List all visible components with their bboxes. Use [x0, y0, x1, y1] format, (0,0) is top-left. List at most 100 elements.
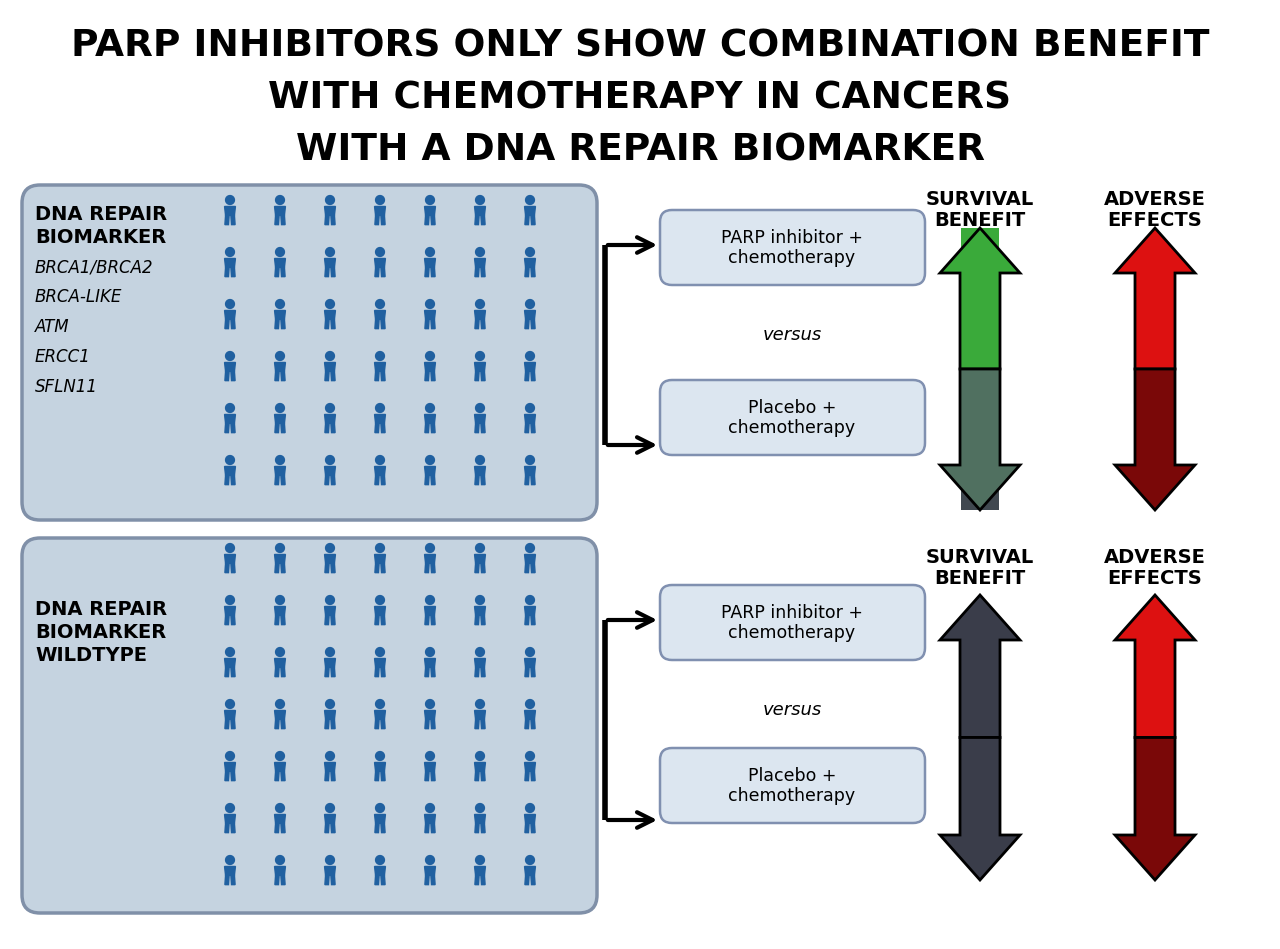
Circle shape [476, 752, 484, 760]
Circle shape [375, 248, 384, 256]
Polygon shape [481, 875, 485, 884]
Polygon shape [375, 371, 379, 381]
Polygon shape [381, 215, 385, 225]
Polygon shape [475, 467, 485, 475]
Polygon shape [375, 824, 379, 832]
Circle shape [275, 856, 284, 865]
Polygon shape [481, 824, 485, 832]
Polygon shape [225, 719, 229, 729]
Polygon shape [425, 659, 435, 667]
Polygon shape [425, 814, 435, 824]
Polygon shape [525, 319, 529, 328]
Circle shape [275, 699, 284, 708]
Polygon shape [475, 215, 479, 225]
Circle shape [526, 647, 535, 657]
Circle shape [425, 456, 434, 464]
Polygon shape [475, 207, 485, 215]
Polygon shape [280, 423, 285, 433]
Polygon shape [525, 814, 535, 824]
Polygon shape [475, 762, 485, 772]
Circle shape [526, 195, 535, 204]
Polygon shape [475, 564, 479, 572]
Polygon shape [330, 824, 335, 832]
Polygon shape [275, 310, 285, 319]
Polygon shape [525, 415, 535, 423]
Circle shape [476, 300, 484, 308]
Polygon shape [525, 371, 529, 381]
Polygon shape [531, 215, 535, 225]
Circle shape [225, 300, 234, 308]
Circle shape [476, 804, 484, 812]
Polygon shape [230, 423, 236, 433]
Polygon shape [475, 875, 479, 884]
Polygon shape [525, 824, 529, 832]
Polygon shape [280, 564, 285, 572]
Polygon shape [531, 268, 535, 277]
Polygon shape [280, 824, 285, 832]
Polygon shape [481, 615, 485, 624]
Polygon shape [425, 319, 429, 328]
Polygon shape [475, 719, 479, 729]
Polygon shape [224, 310, 236, 319]
Polygon shape [381, 824, 385, 832]
Polygon shape [961, 369, 998, 510]
Polygon shape [325, 659, 335, 667]
Circle shape [476, 647, 484, 657]
Polygon shape [475, 606, 485, 615]
Circle shape [325, 596, 334, 605]
Polygon shape [275, 606, 285, 615]
Polygon shape [280, 319, 285, 328]
Polygon shape [940, 369, 1020, 510]
Polygon shape [275, 659, 285, 667]
Circle shape [425, 248, 434, 256]
Polygon shape [940, 737, 1020, 880]
Circle shape [526, 403, 535, 413]
Polygon shape [225, 475, 229, 485]
Polygon shape [431, 423, 435, 433]
Circle shape [275, 195, 284, 204]
Polygon shape [225, 319, 229, 328]
Polygon shape [431, 772, 435, 781]
Polygon shape [325, 554, 335, 564]
Polygon shape [225, 667, 229, 677]
Polygon shape [230, 615, 236, 624]
Polygon shape [525, 772, 529, 781]
Polygon shape [525, 564, 529, 572]
Polygon shape [325, 215, 329, 225]
Polygon shape [961, 228, 998, 369]
Circle shape [476, 544, 484, 552]
Circle shape [526, 544, 535, 552]
Polygon shape [481, 215, 485, 225]
Text: versus: versus [763, 326, 822, 344]
Polygon shape [275, 371, 279, 381]
Polygon shape [330, 423, 335, 433]
Text: PARP INHIBITORS ONLY SHOW COMBINATION BENEFIT: PARP INHIBITORS ONLY SHOW COMBINATION BE… [70, 28, 1210, 64]
Polygon shape [330, 615, 335, 624]
Text: SFLN11: SFLN11 [35, 378, 99, 396]
Polygon shape [225, 215, 229, 225]
Polygon shape [224, 363, 236, 371]
Polygon shape [275, 423, 279, 433]
Polygon shape [475, 772, 479, 781]
Polygon shape [525, 659, 535, 667]
Polygon shape [280, 268, 285, 277]
Circle shape [275, 300, 284, 308]
Polygon shape [425, 258, 435, 268]
Polygon shape [275, 875, 279, 884]
Polygon shape [475, 319, 479, 328]
Polygon shape [230, 319, 236, 328]
Text: SURVIVAL
BENEFIT: SURVIVAL BENEFIT [925, 190, 1034, 231]
Polygon shape [475, 711, 485, 719]
Text: PARP inhibitor +
chemotherapy: PARP inhibitor + chemotherapy [721, 604, 863, 642]
Circle shape [375, 699, 384, 708]
Circle shape [526, 856, 535, 865]
Circle shape [325, 300, 334, 308]
Polygon shape [275, 467, 285, 475]
Polygon shape [275, 207, 285, 215]
Polygon shape [531, 319, 535, 328]
Polygon shape [224, 415, 236, 423]
Polygon shape [325, 475, 329, 485]
Polygon shape [224, 866, 236, 875]
Circle shape [275, 351, 284, 361]
Polygon shape [230, 268, 236, 277]
